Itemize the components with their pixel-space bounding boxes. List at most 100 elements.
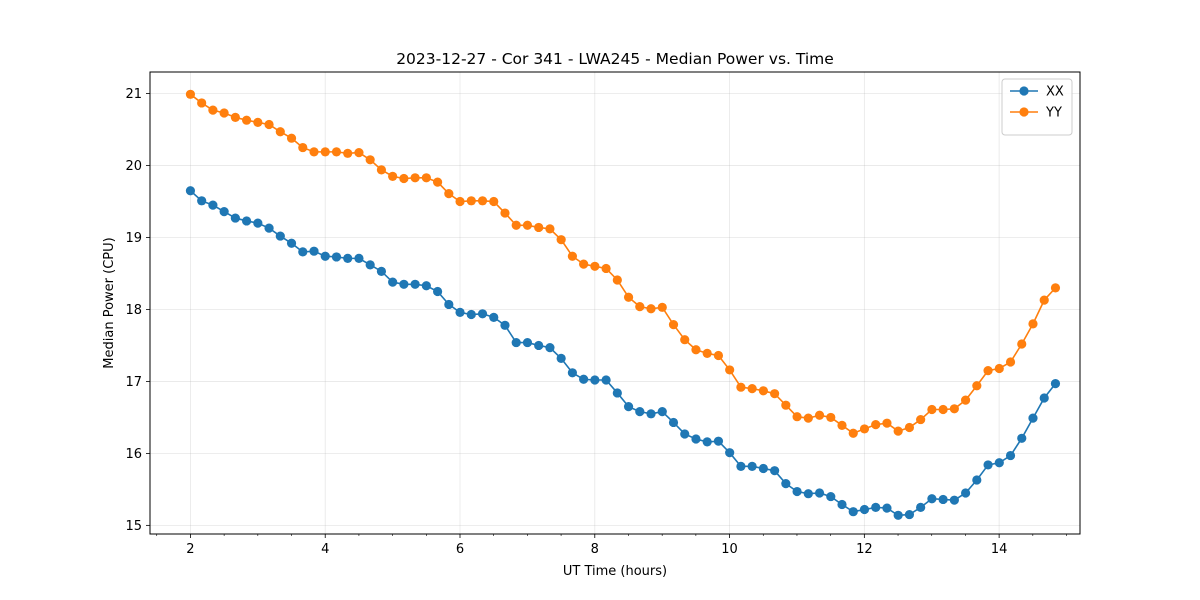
data-point-xx xyxy=(579,374,589,384)
data-point-yy xyxy=(601,263,611,274)
data-point-xx xyxy=(792,486,802,497)
x-tick-label: 10 xyxy=(721,542,738,557)
data-point-yy xyxy=(623,292,634,302)
data-point-xx xyxy=(197,196,207,206)
x-tick-label: 14 xyxy=(991,542,1008,557)
series-xx xyxy=(185,186,1061,520)
data-point-yy xyxy=(1050,283,1061,293)
data-point-xx xyxy=(972,475,982,485)
data-point-xx xyxy=(432,286,443,297)
data-point-yy xyxy=(253,117,263,127)
data-point-yy xyxy=(713,350,724,361)
data-point-xx xyxy=(230,213,240,223)
data-point-yy xyxy=(826,412,836,423)
y-tick-label: 18 xyxy=(125,303,142,318)
data-point-yy xyxy=(522,220,533,230)
data-point-xx xyxy=(590,375,600,385)
data-point-xx xyxy=(320,251,330,261)
data-point-xx xyxy=(916,502,926,512)
data-point-xx xyxy=(388,277,398,287)
data-point-xx xyxy=(893,510,903,520)
data-point-xx xyxy=(747,461,757,471)
data-point-xx xyxy=(623,402,634,412)
data-point-yy xyxy=(466,196,476,206)
data-point-yy xyxy=(859,424,870,434)
data-point-yy xyxy=(579,259,589,269)
data-point-yy xyxy=(511,220,521,230)
data-point-yy xyxy=(309,147,319,157)
data-point-yy xyxy=(871,420,881,430)
data-point-yy xyxy=(354,148,364,158)
data-point-yy xyxy=(814,410,825,420)
legend: XX YY xyxy=(1001,78,1073,136)
series-yy xyxy=(185,89,1061,438)
data-point-xx xyxy=(1050,379,1061,389)
data-point-xx xyxy=(309,246,319,256)
data-point-xx xyxy=(331,252,342,262)
data-point-yy xyxy=(994,363,1004,374)
data-point-yy xyxy=(1039,295,1049,305)
data-point-yy xyxy=(410,173,420,183)
data-point-xx xyxy=(354,253,364,263)
data-point-xx xyxy=(994,458,1004,468)
data-point-xx xyxy=(444,299,454,310)
data-point-xx xyxy=(399,279,409,289)
data-point-yy xyxy=(657,302,667,312)
x-axis-label: UT Time (hours) xyxy=(563,564,667,579)
data-point-xx xyxy=(770,466,780,476)
series-layer xyxy=(185,89,1061,520)
legend-label: XX xyxy=(1046,85,1064,100)
data-point-yy xyxy=(388,171,398,181)
data-point-xx xyxy=(646,409,656,419)
data-point-yy xyxy=(219,108,229,118)
data-point-yy xyxy=(500,208,510,218)
data-point-yy xyxy=(702,348,712,358)
data-point-xx xyxy=(803,489,813,499)
data-point-xx xyxy=(466,309,476,320)
data-point-yy xyxy=(343,148,353,158)
grid xyxy=(150,72,1080,534)
y-tick-label: 21 xyxy=(125,87,142,102)
data-point-yy xyxy=(185,89,196,99)
data-point-yy xyxy=(646,304,656,314)
data-point-yy xyxy=(399,173,409,184)
data-point-yy xyxy=(455,196,465,207)
x-tick-label: 12 xyxy=(856,542,873,557)
data-point-xx xyxy=(601,375,611,385)
data-point-xx xyxy=(421,281,431,291)
data-point-xx xyxy=(477,309,488,319)
data-point-xx xyxy=(871,502,881,512)
data-point-yy xyxy=(691,345,701,355)
data-point-yy xyxy=(197,98,207,108)
data-point-yy xyxy=(1005,357,1016,367)
data-point-xx xyxy=(1039,393,1049,403)
x-axis: 2 4 6 8 10 12 14 xyxy=(156,534,1067,557)
data-point-xx xyxy=(253,218,263,228)
legend-box xyxy=(1001,78,1073,136)
data-point-yy xyxy=(477,196,488,206)
data-point-yy xyxy=(208,105,218,115)
data-point-xx xyxy=(511,337,521,348)
data-point-xx xyxy=(343,253,353,263)
data-point-yy xyxy=(556,235,566,245)
data-point-xx xyxy=(826,491,836,502)
legend-label: YY xyxy=(1045,106,1062,121)
x-tick-label: 4 xyxy=(321,542,329,557)
data-point-xx xyxy=(455,307,465,317)
legend-entry-yy: YY xyxy=(1010,106,1062,121)
data-point-xx xyxy=(612,388,622,398)
data-point-yy xyxy=(747,384,757,394)
data-point-xx xyxy=(848,507,858,517)
data-point-xx xyxy=(242,216,252,226)
data-point-yy xyxy=(736,382,746,392)
data-point-xx xyxy=(376,266,387,276)
data-point-xx xyxy=(949,495,959,505)
data-point-yy xyxy=(725,365,735,375)
data-point-xx xyxy=(1017,433,1027,443)
data-point-yy xyxy=(612,275,622,285)
data-point-xx xyxy=(983,460,993,470)
data-point-xx xyxy=(1028,413,1038,423)
data-point-yy xyxy=(567,251,578,261)
data-point-yy xyxy=(803,413,813,423)
